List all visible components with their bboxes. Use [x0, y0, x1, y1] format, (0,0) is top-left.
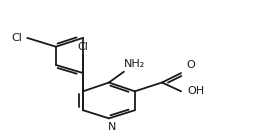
Text: OH: OH [188, 86, 205, 96]
Text: NH₂: NH₂ [124, 59, 145, 69]
Text: O: O [186, 60, 195, 70]
Text: Cl: Cl [11, 33, 22, 43]
Text: N: N [108, 122, 116, 132]
Text: Cl: Cl [78, 42, 89, 52]
